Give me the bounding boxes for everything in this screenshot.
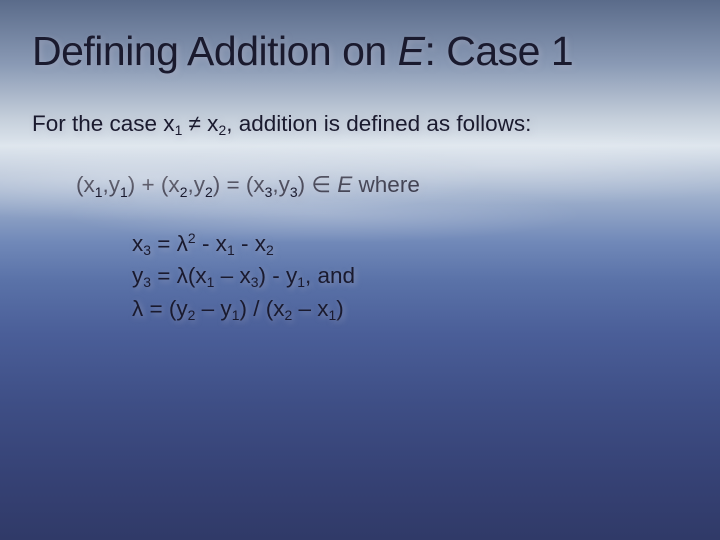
- eq-s4: 2: [205, 184, 213, 200]
- intro-sub2: 2: [218, 122, 226, 138]
- eq-p6: ,y: [272, 172, 290, 197]
- y3-s1: 1: [207, 274, 215, 290]
- x3-line: x3 = λ2 - x1 - x2: [132, 228, 688, 261]
- eq-s2: 1: [120, 184, 128, 200]
- lam-s2: 1: [232, 307, 240, 323]
- lam-e: ): [336, 296, 344, 321]
- slide: Defining Addition on E: Case 1 For the c…: [0, 0, 720, 540]
- x3-s2: 2: [266, 242, 274, 258]
- x3-sub: 3: [143, 242, 151, 258]
- title-text-pre: Defining Addition on: [32, 28, 398, 74]
- intro-pre: For the case x: [32, 111, 175, 136]
- intro-post: , addition is defined as follows:: [226, 111, 531, 136]
- slide-title: Defining Addition on E: Case 1: [32, 28, 688, 75]
- title-text-post: : Case 1: [424, 28, 573, 74]
- y3-s2: 3: [251, 274, 259, 290]
- y3-c: – x: [214, 263, 250, 288]
- x3-c: - x: [196, 231, 227, 256]
- x3-s1: 1: [227, 242, 235, 258]
- y3-e: , and: [305, 263, 355, 288]
- intro-sub1: 1: [175, 122, 183, 138]
- eq-s1: 1: [95, 184, 103, 200]
- y3-s3: 1: [297, 274, 305, 290]
- y3-sub: 3: [143, 274, 151, 290]
- lam-s1: 2: [188, 307, 196, 323]
- eq-p3: ) + (x: [128, 172, 180, 197]
- sub-equations: x3 = λ2 - x1 - x2 y3 = λ(x1 – x3) - y1, …: [132, 228, 688, 326]
- eq-p4: ,y: [187, 172, 205, 197]
- lam-s4: 1: [329, 307, 337, 323]
- y3-line: y3 = λ(x1 – x3) - y1, and: [132, 260, 688, 293]
- eq-ital: E: [337, 172, 352, 197]
- x3-d: - x: [235, 231, 266, 256]
- lam-d: – x: [292, 296, 328, 321]
- intro-mid1: ≠ x: [182, 111, 218, 136]
- eq-s5: 3: [265, 184, 273, 200]
- intro-line: For the case x1 ≠ x2, addition is define…: [32, 109, 688, 138]
- title-text-var: E: [398, 28, 425, 74]
- x3-b: = λ: [151, 231, 188, 256]
- eq-s3: 2: [180, 184, 188, 200]
- lam-b: – y: [195, 296, 231, 321]
- eq-p2: ,y: [103, 172, 121, 197]
- lam-c: ) / (x: [239, 296, 284, 321]
- lam-s3: 2: [284, 307, 292, 323]
- y3-d: ) - y: [258, 263, 297, 288]
- y3-a: y: [132, 263, 143, 288]
- eq-s6: 3: [290, 184, 298, 200]
- lam-a: λ = (y: [132, 296, 188, 321]
- eq-where: where: [352, 172, 420, 197]
- y3-b: = λ(x: [151, 263, 207, 288]
- eq-p7: ) ∈: [298, 172, 338, 197]
- x3-sup: 2: [188, 230, 196, 246]
- x3-a: x: [132, 231, 143, 256]
- lambda-line: λ = (y2 – y1) / (x2 – x1): [132, 293, 688, 326]
- main-equation: (x1,y1) + (x2,y2) = (x3,y3) ∈ E where: [76, 170, 688, 199]
- eq-p5: ) = (x: [213, 172, 265, 197]
- eq-p1: (x: [76, 172, 95, 197]
